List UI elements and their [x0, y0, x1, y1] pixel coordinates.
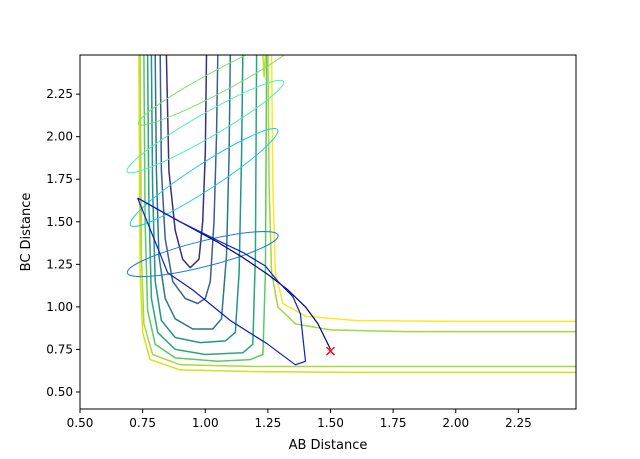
contour-line-6: [143, 55, 268, 363]
contour-line-1: [165, 55, 208, 269]
y-tick-label-6: 1.75: [46, 172, 73, 186]
end-point-marker: [326, 346, 335, 356]
x-tick-label-5: 1.50: [317, 416, 344, 430]
plot-frame: [79, 54, 577, 410]
y-tick-label-7: 2.00: [46, 130, 73, 144]
contour-loop-1: [137, 55, 303, 126]
x-tick-label-7: 2.00: [442, 416, 469, 430]
contour-line-3: [154, 55, 232, 330]
ticks-layer: 0.50 0.75 1.00 1.25 1.50 1.75 2.00 2.25 0.50 0.75…: [46, 87, 531, 430]
x-axis-title: AB Distance: [289, 438, 368, 453]
contour-line-5: [146, 55, 258, 356]
contour-line-11: [262, 55, 267, 78]
x-tick-label-3: 1.00: [192, 416, 219, 430]
contour-line-2: [159, 55, 219, 305]
contour-loop-3: [129, 128, 279, 227]
y-tick-label-3: 1.00: [46, 300, 73, 314]
contour-line-9: [267, 55, 576, 333]
y-tick-label-4: 1.25: [46, 257, 73, 271]
x-tick-label-2: 0.75: [129, 416, 156, 430]
y-tick-label-5: 1.50: [46, 215, 73, 229]
trajectory-line-2: [137, 197, 307, 366]
y-tick-label-2: 0.75: [46, 342, 73, 356]
contour-line-8: [138, 55, 576, 374]
x-tick-label-8: 2.25: [505, 416, 532, 430]
x-tick-label-4: 1.25: [255, 416, 282, 430]
contour-loop-4: [126, 231, 279, 278]
contour-line-10: [270, 55, 576, 323]
contour-line-7: [139, 55, 576, 368]
plot-layer: [126, 55, 576, 374]
y-tick-label-1: 0.50: [46, 385, 73, 399]
y-axis-title: BC Distance: [19, 193, 34, 272]
y-tick-label-8: 2.25: [46, 87, 73, 101]
contour-loop-2: [126, 79, 285, 174]
x-tick-label-6: 1.75: [380, 416, 407, 430]
x-tick-label-1: 0.50: [67, 416, 94, 430]
